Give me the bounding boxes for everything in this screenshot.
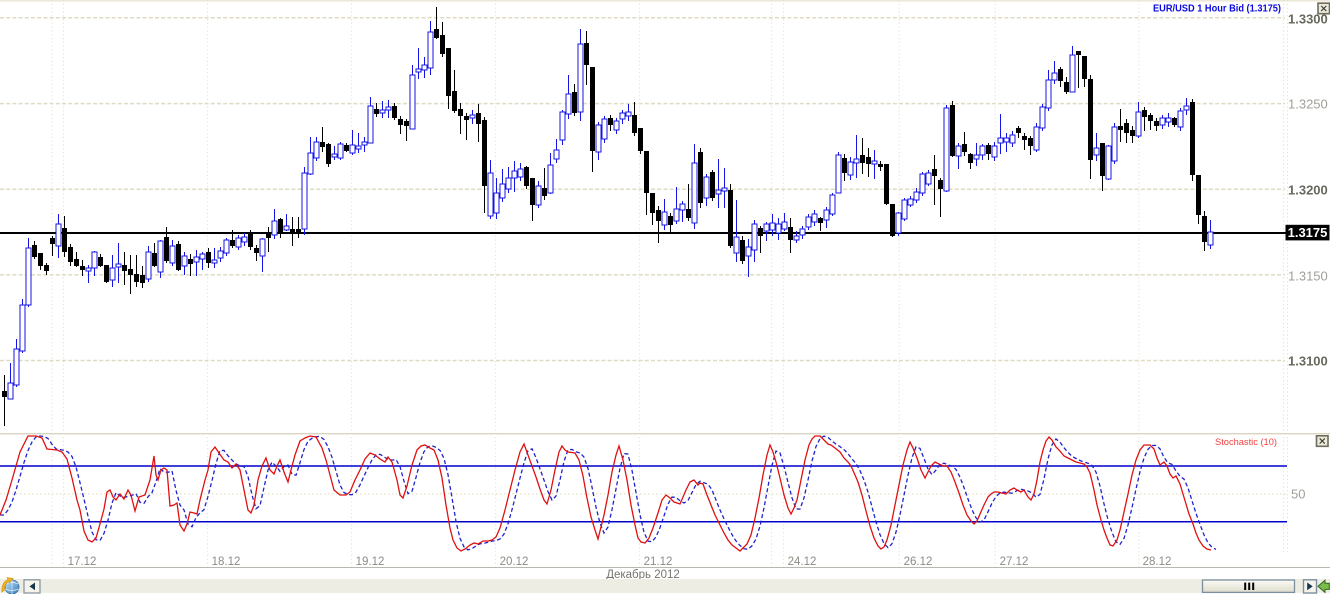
svg-text:1.3175: 1.3175 <box>1288 225 1328 240</box>
svg-text:20.12: 20.12 <box>500 556 529 568</box>
svg-text:1.3200: 1.3200 <box>1288 183 1328 198</box>
svg-text:1.3300: 1.3300 <box>1288 12 1328 27</box>
svg-text:24.12: 24.12 <box>788 556 817 568</box>
svg-text:21.12: 21.12 <box>644 556 673 568</box>
svg-text:1.3150: 1.3150 <box>1288 269 1328 284</box>
svg-text:18.12: 18.12 <box>212 556 241 568</box>
svg-text:26.12: 26.12 <box>904 556 933 568</box>
svg-text:1.3250: 1.3250 <box>1288 97 1328 112</box>
svg-text:50: 50 <box>1291 487 1305 502</box>
svg-text:27.12: 27.12 <box>1000 556 1029 568</box>
svg-text:EUR/USD 1 Hour Bid (1.3175): EUR/USD 1 Hour Bid (1.3175) <box>1153 3 1281 15</box>
svg-text:Декабрь 2012: Декабрь 2012 <box>606 569 680 581</box>
svg-text:28.12: 28.12 <box>1143 556 1172 568</box>
svg-text:19.12: 19.12 <box>356 556 385 568</box>
svg-text:Stochastic (10): Stochastic (10) <box>1215 437 1277 448</box>
svg-text:17.12: 17.12 <box>68 556 97 568</box>
svg-text:1.3100: 1.3100 <box>1288 354 1328 369</box>
